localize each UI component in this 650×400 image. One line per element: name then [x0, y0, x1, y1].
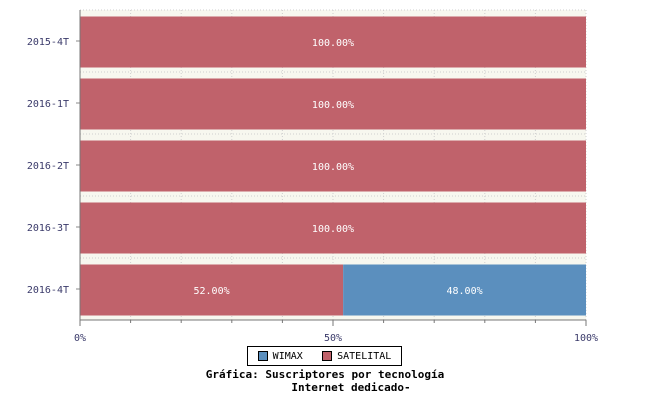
bar-satelital-2015-4T	[80, 16, 586, 68]
legend-swatch-wimax	[257, 351, 268, 361]
legend-swatch-satelital	[322, 351, 333, 361]
bar-satelital-2016-4T	[80, 264, 344, 316]
data-label: 100.00%	[312, 38, 354, 49]
data-label: 100.00%	[312, 100, 354, 111]
bar-satelital-2016-3T	[80, 202, 586, 254]
bar-satelital-2016-2T	[80, 140, 586, 192]
legend-item-satelital: SATELITAL	[322, 351, 391, 362]
y-tick-label: 2016-4T	[27, 285, 69, 296]
data-label: 48.00%	[446, 286, 482, 297]
data-label: 100.00%	[312, 224, 354, 235]
x-tick-label: 0%	[74, 333, 86, 344]
chart-caption-line1: Gráfica: Suscriptores por tecnología	[205, 368, 445, 381]
x-tick-label: 50%	[324, 333, 342, 344]
legend-label-wimax: WIMAX	[272, 350, 303, 362]
data-label: 100.00%	[312, 162, 354, 173]
bar-wimax-2016-4T	[343, 264, 586, 316]
chart-caption-line2: Internet dedicado-	[291, 381, 411, 394]
legend-item-wimax: WIMAX	[257, 350, 303, 362]
chart-legend: WIMAX SATELITAL	[247, 346, 402, 366]
bar-satelital-2016-1T	[80, 78, 586, 130]
y-tick-label: 2016-3T	[27, 223, 69, 234]
chart-caption: Gráfica: Suscriptores por tecnología Int…	[0, 368, 650, 394]
stacked-bar-chart: 100.00% 2015-4T 100.00% 2016-1T 100.00% 2016-…	[27, 9, 598, 344]
x-tick-label: 100%	[574, 333, 598, 344]
legend-label-satelital: SATELITAL	[337, 350, 392, 362]
y-tick-label: 2015-4T	[27, 37, 69, 48]
y-tick-label: 2016-2T	[27, 161, 69, 172]
data-label: 52.00%	[193, 286, 229, 297]
y-tick-label: 2016-1T	[27, 99, 69, 110]
